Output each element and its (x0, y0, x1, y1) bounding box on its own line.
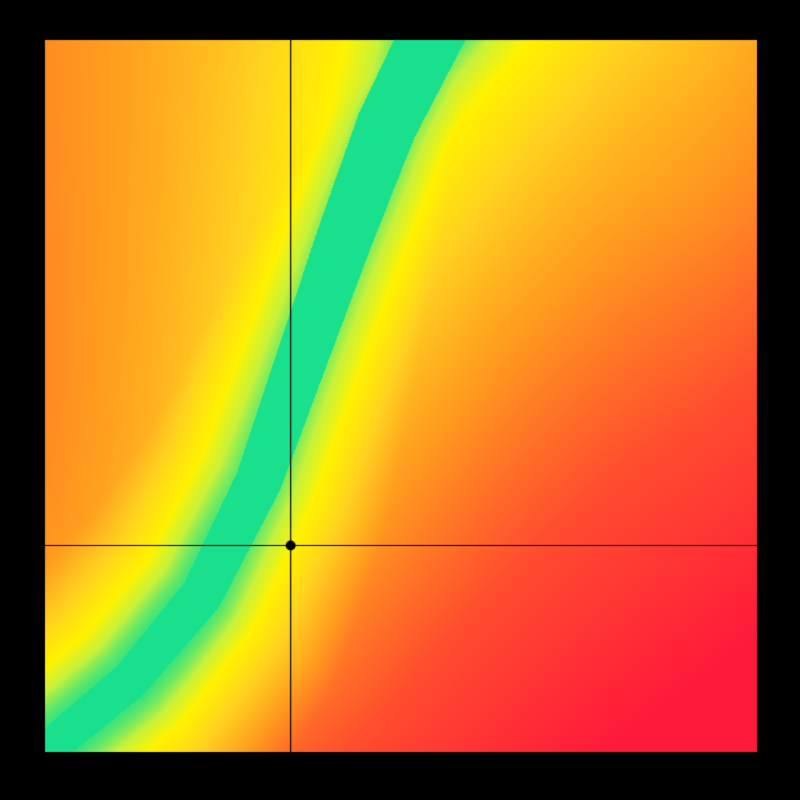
chart-container: TheBottlenecker.com (0, 0, 800, 800)
heatmap-plot (0, 0, 800, 800)
